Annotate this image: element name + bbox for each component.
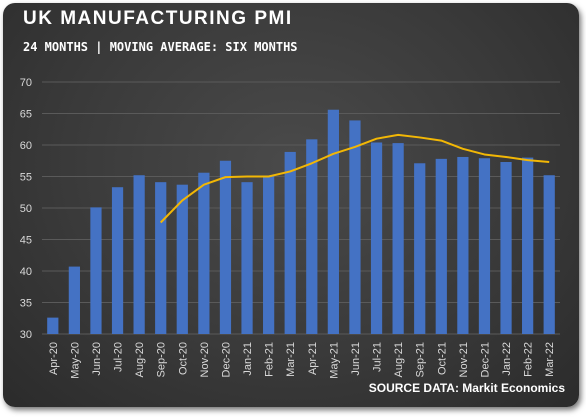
- x-tick-label: Dec-21: [479, 342, 491, 377]
- bar: [176, 184, 188, 334]
- y-axis: 30 35 40 45 50 55 60 65 70: [20, 77, 32, 341]
- x-axis: Apr-20 May-20 Jun-20 Jul-20 Aug-20 Sep-20 Oct-…: [48, 342, 556, 379]
- x-tick-label: Mar-21: [285, 342, 297, 377]
- chart-title: UK MANUFACTURING PMI: [23, 8, 293, 29]
- y-tick-label: 45: [20, 235, 32, 247]
- y-tick-label: 30: [20, 329, 32, 341]
- x-tick-label: Oct-20: [177, 342, 189, 375]
- bar: [47, 317, 59, 334]
- y-tick-label: 50: [20, 203, 32, 215]
- bar: [370, 142, 383, 334]
- bar: [263, 175, 275, 334]
- bar: [500, 162, 512, 334]
- bar: [306, 139, 318, 334]
- y-tick-label: 70: [20, 77, 32, 89]
- bar: [457, 156, 469, 334]
- bar: [414, 163, 426, 334]
- bar: [543, 175, 555, 334]
- bar: [349, 120, 361, 335]
- x-tick-label: Sep-21: [415, 342, 427, 377]
- x-tick-label: Jun-20: [91, 342, 103, 376]
- bar: [284, 151, 296, 334]
- x-tick-label: Aug-20: [134, 342, 146, 377]
- bar: [90, 207, 102, 334]
- x-tick-label: Nov-20: [199, 342, 211, 377]
- y-tick-label: 65: [20, 109, 32, 121]
- x-tick-label: Apr-20: [48, 342, 60, 375]
- y-tick-label: 55: [20, 172, 32, 184]
- source-note: SOURCE DATA: Markit Economics: [368, 381, 565, 395]
- chart-subtitle: 24 MONTHS | MOVING AVERAGE: SIX MONTHS: [23, 40, 298, 54]
- bar: [198, 172, 210, 334]
- x-tick-label: Feb-22: [523, 342, 535, 377]
- y-tick-label: 60: [20, 140, 32, 152]
- bar: [241, 182, 253, 334]
- x-tick-label: May-20: [69, 342, 81, 379]
- x-tick-label: May-21: [328, 342, 340, 379]
- x-tick-label: Jul-21: [372, 342, 384, 372]
- series-line: [159, 133, 550, 224]
- bars: [47, 109, 555, 335]
- bar: [68, 266, 80, 334]
- x-tick-label: Feb-21: [264, 342, 276, 377]
- bar: [392, 143, 404, 334]
- x-tick-label: Dec-20: [220, 342, 232, 377]
- x-tick-label: Jul-20: [113, 342, 125, 372]
- x-tick-label: Jan-22: [501, 342, 513, 376]
- x-tick-label: Oct-21: [436, 342, 448, 375]
- bar: [435, 158, 447, 334]
- gridlines: [42, 81, 560, 335]
- x-tick-label: Jan-21: [242, 342, 254, 376]
- x-tick-label: Nov-21: [458, 342, 470, 377]
- x-tick-label: Aug-21: [393, 342, 405, 377]
- bar: [478, 158, 491, 334]
- bar: [219, 160, 232, 334]
- x-tick-label: Apr-21: [307, 342, 319, 375]
- bar: [522, 157, 534, 334]
- moving-average-line: [159, 133, 550, 224]
- y-tick-label: 40: [20, 266, 32, 278]
- x-tick-label: Jun-21: [350, 342, 362, 376]
- x-tick-label: Mar-22: [544, 342, 556, 377]
- bar: [133, 175, 145, 334]
- y-tick-label: 35: [20, 298, 32, 310]
- bar: [111, 187, 124, 334]
- x-tick-label: Sep-20: [156, 342, 168, 377]
- bar: [327, 109, 339, 334]
- bar: [155, 182, 167, 334]
